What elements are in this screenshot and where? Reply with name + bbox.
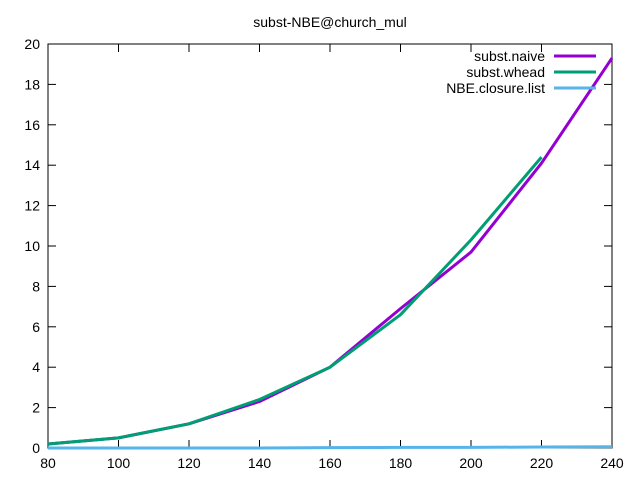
plot-border	[47, 43, 613, 449]
x-tick-label: 80	[40, 455, 56, 471]
series-line-nbe-closure-list	[48, 445, 613, 450]
y-tick-label: 6	[32, 319, 40, 335]
y-tick-label: 18	[24, 76, 40, 92]
x-tick-label: 160	[318, 455, 342, 471]
y-tick-label: 16	[24, 117, 40, 133]
y-tick-label: 20	[24, 36, 40, 52]
chart-title: subst-NBE@church_mul	[253, 14, 407, 30]
x-tick-label: 240	[600, 455, 624, 471]
x-tick-label: 100	[107, 455, 131, 471]
series-line-subst-whead	[47, 156, 543, 446]
legend-label-nbe-closure-list: NBE.closure.list	[446, 80, 545, 96]
x-tick-label: 180	[389, 455, 413, 471]
y-tick-label: 10	[24, 238, 40, 254]
y-tick-label: 0	[32, 440, 40, 456]
x-tick-label: 220	[530, 455, 554, 471]
y-tick-label: 8	[32, 278, 40, 294]
series-line-subst-naive	[47, 57, 614, 446]
legend-label-subst-whead: subst.whead	[466, 64, 545, 80]
y-tick-label: 12	[24, 198, 40, 214]
x-tick-label: 140	[248, 455, 272, 471]
x-tick-label: 200	[459, 455, 483, 471]
legend-label-subst-naive: subst.naive	[474, 48, 545, 64]
y-tick-label: 4	[32, 359, 40, 375]
x-tick-label: 120	[177, 455, 201, 471]
y-tick-label: 2	[32, 400, 40, 416]
y-tick-label: 14	[24, 157, 40, 173]
